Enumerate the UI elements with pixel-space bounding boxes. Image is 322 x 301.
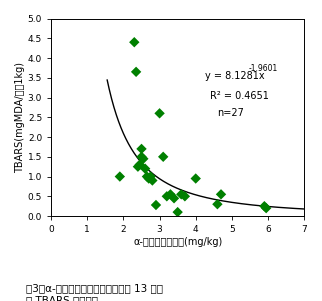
- Point: [139, 147, 144, 151]
- Point: [179, 192, 184, 197]
- Text: -1.9601: -1.9601: [249, 64, 278, 73]
- Point: [175, 210, 180, 215]
- Point: [143, 166, 148, 171]
- Y-axis label: TBARS(mgMDA/牛肉1kg): TBARS(mgMDA/牛肉1kg): [15, 62, 25, 173]
- Text: R² = 0.4651: R² = 0.4651: [210, 91, 269, 101]
- Point: [148, 174, 153, 179]
- Point: [144, 174, 149, 179]
- Point: [117, 174, 122, 179]
- Point: [193, 176, 198, 181]
- Point: [132, 40, 137, 45]
- Point: [168, 192, 173, 197]
- Point: [139, 154, 144, 159]
- Point: [218, 192, 223, 197]
- Point: [153, 203, 158, 207]
- X-axis label: α-トコフェロール(mg/kg): α-トコフェロール(mg/kg): [133, 237, 222, 247]
- Point: [161, 154, 166, 159]
- Point: [171, 196, 176, 201]
- Point: [164, 194, 169, 199]
- Point: [137, 162, 142, 167]
- Text: の TBARS 値の関係: の TBARS 値の関係: [26, 295, 98, 301]
- Text: y = 8.1281x: y = 8.1281x: [205, 71, 264, 81]
- Text: 図3　α-トコフェロール含量と貯蔵 13 日目: 図3 α-トコフェロール含量と貯蔵 13 日目: [26, 283, 163, 293]
- Point: [262, 204, 267, 209]
- Point: [157, 111, 162, 116]
- Point: [264, 206, 269, 211]
- Point: [215, 202, 220, 206]
- Point: [150, 178, 155, 183]
- Point: [182, 194, 187, 199]
- Point: [134, 70, 139, 74]
- Point: [141, 156, 146, 161]
- Text: n=27: n=27: [217, 108, 244, 118]
- Point: [135, 164, 140, 169]
- Point: [146, 176, 151, 181]
